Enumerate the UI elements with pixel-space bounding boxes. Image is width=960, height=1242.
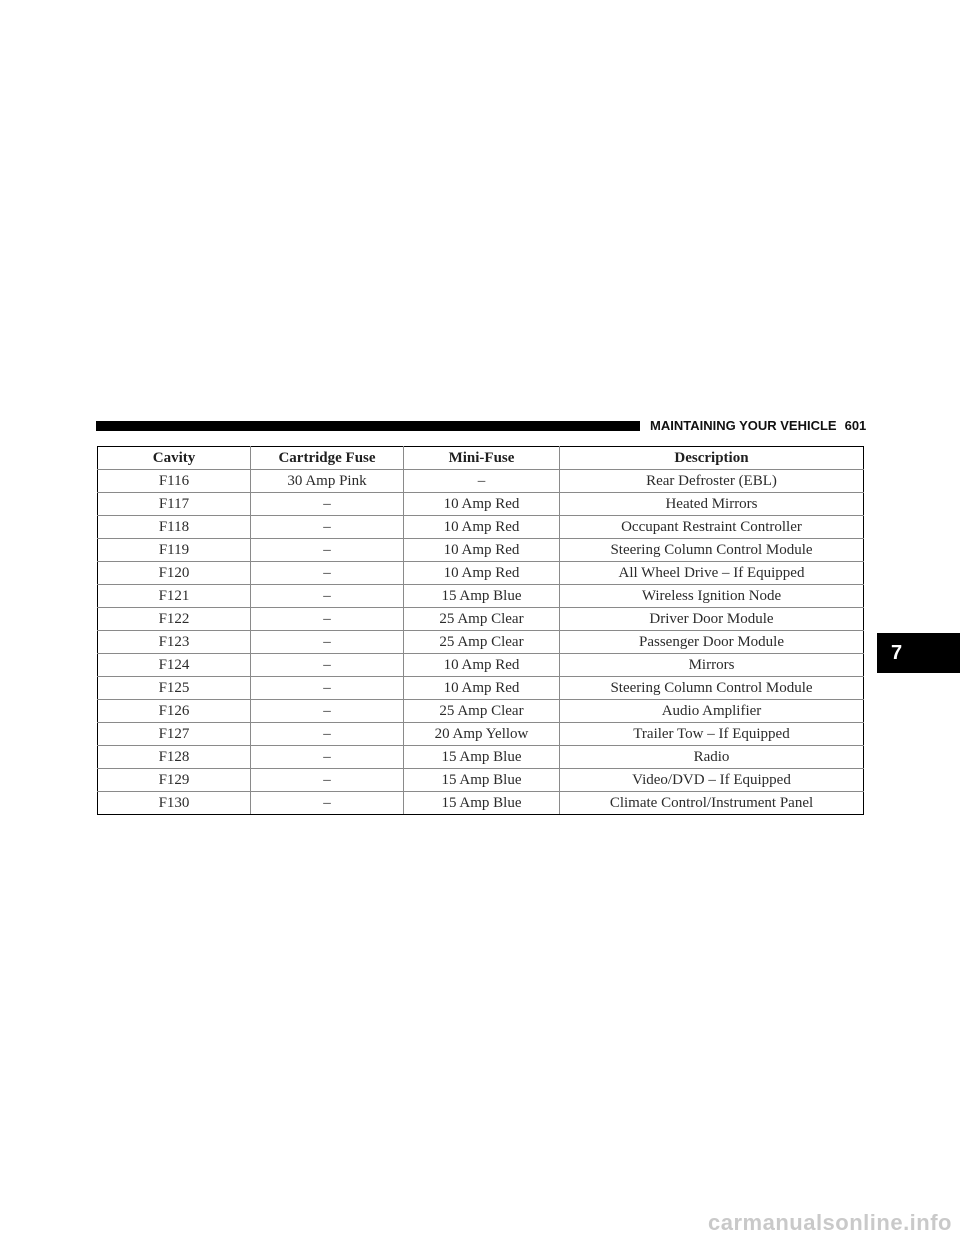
cartridge-fuse-cell: – — [250, 515, 404, 539]
table-row: F118 – 10 Amp Red Occupant Restraint Con… — [97, 515, 864, 539]
cavity-cell: F130 — [97, 791, 251, 815]
mini-fuse-cell: 25 Amp Clear — [403, 607, 560, 631]
cartridge-fuse-cell: – — [250, 538, 404, 562]
table-header-row: Cavity Cartridge Fuse Mini-Fuse Descript… — [97, 446, 864, 470]
table-row: F128 – 15 Amp Blue Radio — [97, 745, 864, 769]
table-row: F124 – 10 Amp Red Mirrors — [97, 653, 864, 677]
mini-fuse-cell: – — [403, 469, 560, 493]
cartridge-fuse-cell: – — [250, 630, 404, 654]
cavity-cell: F119 — [97, 538, 251, 562]
mini-fuse-cell: 15 Amp Blue — [403, 584, 560, 608]
column-header-cavity: Cavity — [97, 446, 251, 470]
description-cell: Video/DVD – If Equipped — [559, 768, 864, 792]
description-cell: Steering Column Control Module — [559, 538, 864, 562]
description-cell: Rear Defroster (EBL) — [559, 469, 864, 493]
table-row: F119 – 10 Amp Red Steering Column Contro… — [97, 538, 864, 562]
cavity-cell: F121 — [97, 584, 251, 608]
cartridge-fuse-cell: – — [250, 722, 404, 746]
table-row: F125 – 10 Amp Red Steering Column Contro… — [97, 676, 864, 700]
cavity-cell: F124 — [97, 653, 251, 677]
table-row: F120 – 10 Amp Red All Wheel Drive – If E… — [97, 561, 864, 585]
mini-fuse-cell: 15 Amp Blue — [403, 745, 560, 769]
cartridge-fuse-cell: 30 Amp Pink — [250, 469, 404, 493]
cavity-cell: F122 — [97, 607, 251, 631]
cavity-cell: F128 — [97, 745, 251, 769]
cavity-cell: F116 — [97, 469, 251, 493]
cavity-cell: F126 — [97, 699, 251, 723]
cavity-cell: F125 — [97, 676, 251, 700]
header-rule — [96, 421, 640, 431]
cartridge-fuse-cell: – — [250, 676, 404, 700]
table-row: F123 – 25 Amp Clear Passenger Door Modul… — [97, 630, 864, 654]
cavity-cell: F117 — [97, 492, 251, 516]
cartridge-fuse-cell: – — [250, 584, 404, 608]
description-cell: Wireless Ignition Node — [559, 584, 864, 608]
description-cell: Driver Door Module — [559, 607, 864, 631]
description-cell: Heated Mirrors — [559, 492, 864, 516]
description-cell: All Wheel Drive – If Equipped — [559, 561, 864, 585]
table-row: F126 – 25 Amp Clear Audio Amplifier — [97, 699, 864, 723]
cartridge-fuse-cell: – — [250, 745, 404, 769]
table-row: F130 – 15 Amp Blue Climate Control/Instr… — [97, 791, 864, 815]
cartridge-fuse-cell: – — [250, 492, 404, 516]
cavity-cell: F123 — [97, 630, 251, 654]
chapter-number: 7 — [891, 642, 903, 664]
cartridge-fuse-cell: – — [250, 653, 404, 677]
cavity-cell: F118 — [97, 515, 251, 539]
cartridge-fuse-cell: – — [250, 768, 404, 792]
description-cell: Radio — [559, 745, 864, 769]
cartridge-fuse-cell: – — [250, 791, 404, 815]
cartridge-fuse-cell: – — [250, 561, 404, 585]
mini-fuse-cell: 15 Amp Blue — [403, 791, 560, 815]
description-cell: Audio Amplifier — [559, 699, 864, 723]
description-cell: Steering Column Control Module — [559, 676, 864, 700]
mini-fuse-cell: 25 Amp Clear — [403, 630, 560, 654]
cartridge-fuse-cell: – — [250, 699, 404, 723]
column-header-description: Description — [559, 446, 864, 470]
mini-fuse-cell: 10 Amp Red — [403, 676, 560, 700]
cavity-cell: F127 — [97, 722, 251, 746]
mini-fuse-cell: 25 Amp Clear — [403, 699, 560, 723]
table-row: F121 – 15 Amp Blue Wireless Ignition Nod… — [97, 584, 864, 608]
mini-fuse-cell: 15 Amp Blue — [403, 768, 560, 792]
description-cell: Climate Control/Instrument Panel — [559, 791, 864, 815]
description-cell: Occupant Restraint Controller — [559, 515, 864, 539]
table-row: F129 – 15 Amp Blue Video/DVD – If Equipp… — [97, 768, 864, 792]
table-row: F122 – 25 Amp Clear Driver Door Module — [97, 607, 864, 631]
mini-fuse-cell: 10 Amp Red — [403, 561, 560, 585]
mini-fuse-cell: 10 Amp Red — [403, 653, 560, 677]
mini-fuse-cell: 10 Amp Red — [403, 492, 560, 516]
description-cell: Passenger Door Module — [559, 630, 864, 654]
mini-fuse-cell: 10 Amp Red — [403, 538, 560, 562]
chapter-tab: 7 — [877, 633, 960, 673]
cavity-cell: F129 — [97, 768, 251, 792]
cavity-cell: F120 — [97, 561, 251, 585]
fuse-table: Cavity Cartridge Fuse Mini-Fuse Descript… — [97, 446, 864, 815]
mini-fuse-cell: 10 Amp Red — [403, 515, 560, 539]
running-header: MAINTAINING YOUR VEHICLE 601 — [650, 418, 866, 434]
column-header-mini-fuse: Mini-Fuse — [403, 446, 560, 470]
table-row: F127 – 20 Amp Yellow Trailer Tow – If Eq… — [97, 722, 864, 746]
cartridge-fuse-cell: – — [250, 607, 404, 631]
table-row: F116 30 Amp Pink – Rear Defroster (EBL) — [97, 469, 864, 493]
table-row: F117 – 10 Amp Red Heated Mirrors — [97, 492, 864, 516]
mini-fuse-cell: 20 Amp Yellow — [403, 722, 560, 746]
page-number: 601 — [844, 418, 867, 433]
section-title: MAINTAINING YOUR VEHICLE — [650, 418, 837, 433]
description-cell: Trailer Tow – If Equipped — [559, 722, 864, 746]
column-header-cartridge-fuse: Cartridge Fuse — [250, 446, 404, 470]
description-cell: Mirrors — [559, 653, 864, 677]
watermark: carmanualsonline.info — [708, 1210, 952, 1235]
